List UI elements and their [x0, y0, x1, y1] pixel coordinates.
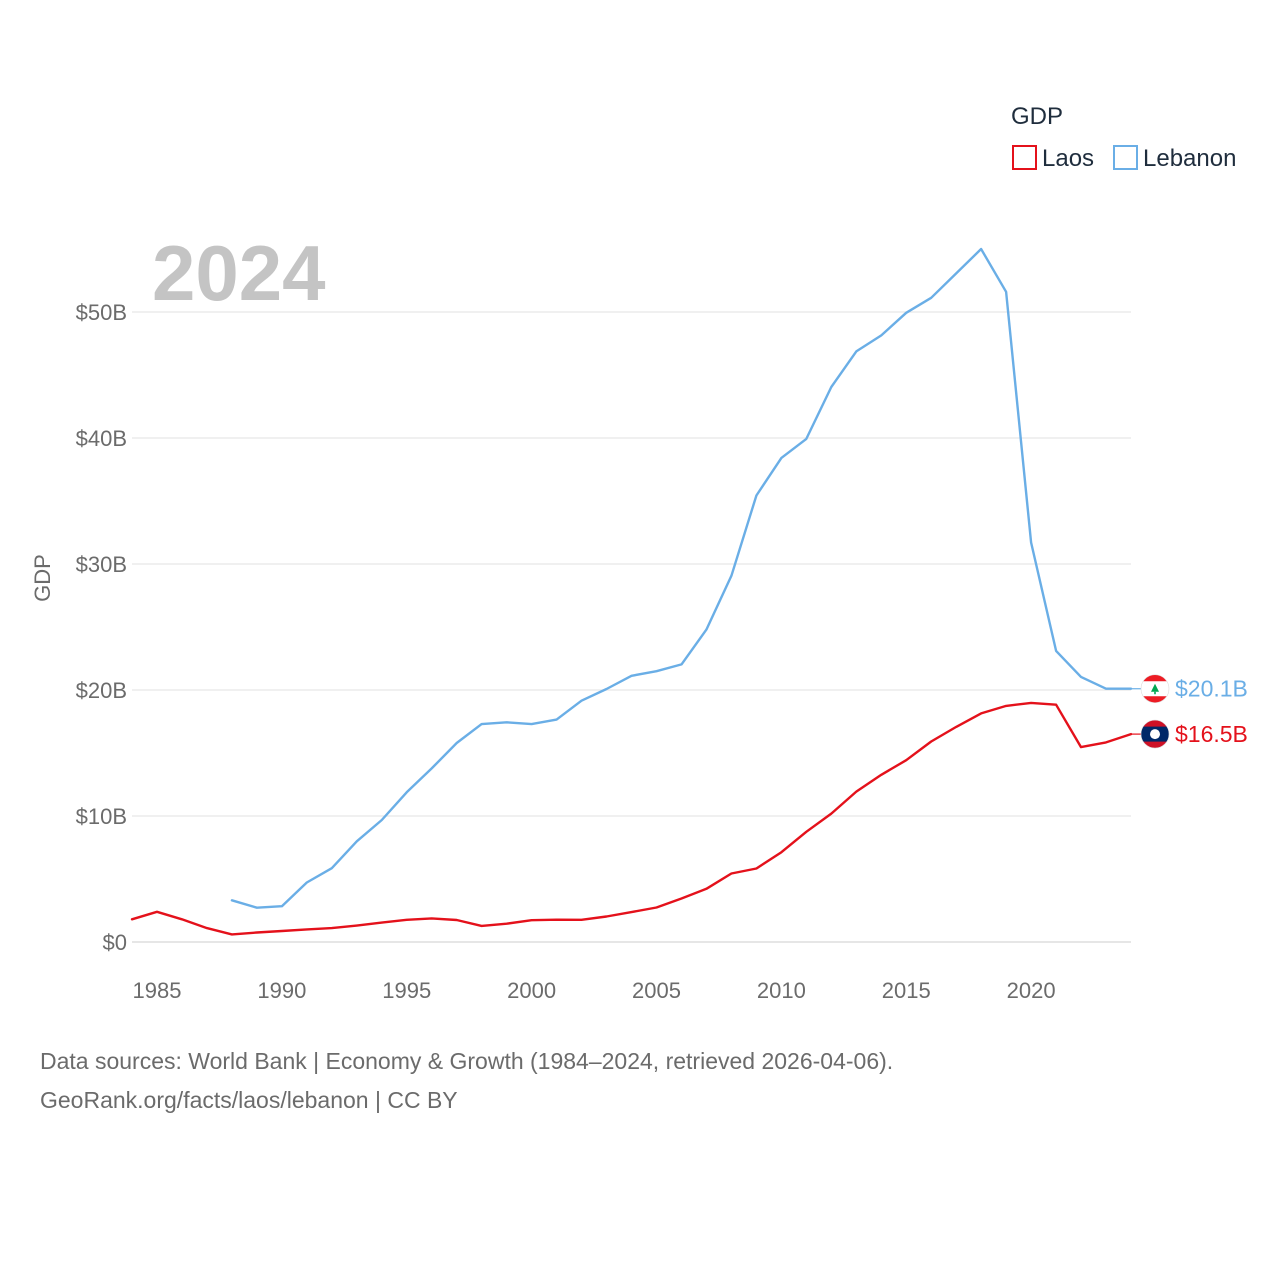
x-tick-label-2015: 2015: [882, 978, 931, 1003]
y-axis-ticks: $0 $10B $20B $30B $40B $50B: [76, 300, 127, 955]
y-tick-label-3: $30B: [76, 552, 127, 577]
end-value-label-laos: $16.5B: [1175, 721, 1248, 747]
x-tick-label-2010: 2010: [757, 978, 806, 1003]
x-tick-label-1985: 1985: [132, 978, 181, 1003]
x-tick-label-2000: 2000: [507, 978, 556, 1003]
y-axis-title: GDP: [30, 554, 55, 602]
legend-title: GDP: [1011, 103, 1063, 130]
series-lines: [130, 247, 1133, 936]
x-tick-label-1995: 1995: [382, 978, 431, 1003]
laos-flag-icon: [1140, 719, 1170, 749]
gridlines: [132, 311, 1131, 943]
x-tick-label-2020: 2020: [1007, 978, 1056, 1003]
series-line-laos[interactable]: [130, 701, 1133, 936]
x-tick-label-1990: 1990: [257, 978, 306, 1003]
legend-swatch-lebanon[interactable]: [1113, 145, 1138, 170]
current-year-watermark: 2024: [152, 229, 326, 317]
y-tick-label-2: $20B: [76, 678, 127, 703]
y-tick-label-0: $0: [103, 930, 127, 955]
footer-sources: Data sources: World Bank | Economy & Gro…: [40, 1048, 894, 1074]
x-axis-ticks: 1985 1990 1995 2000 2005 2010 2015 2020: [132, 978, 1055, 1003]
legend-label-lebanon[interactable]: Lebanon: [1143, 145, 1236, 172]
y-tick-label-1: $10B: [76, 804, 127, 829]
series-end-labels: $16.5B $20.1B: [1131, 674, 1248, 749]
end-value-label-lebanon: $20.1B: [1175, 676, 1248, 702]
y-tick-label-5: $50B: [76, 300, 127, 325]
legend-label-laos[interactable]: Laos: [1042, 145, 1094, 172]
series-line-lebanon[interactable]: [230, 247, 1133, 909]
legend-swatch-laos[interactable]: [1012, 145, 1037, 170]
legend: GDP Laos Lebanon: [1011, 103, 1236, 172]
footer: Data sources: World Bank | Economy & Gro…: [40, 1042, 893, 1120]
x-tick-label-2005: 2005: [632, 978, 681, 1003]
y-tick-label-4: $40B: [76, 426, 127, 451]
footer-attribution: GeoRank.org/facts/laos/lebanon | CC BY: [40, 1087, 458, 1113]
lebanon-flag-icon: [1140, 674, 1170, 704]
